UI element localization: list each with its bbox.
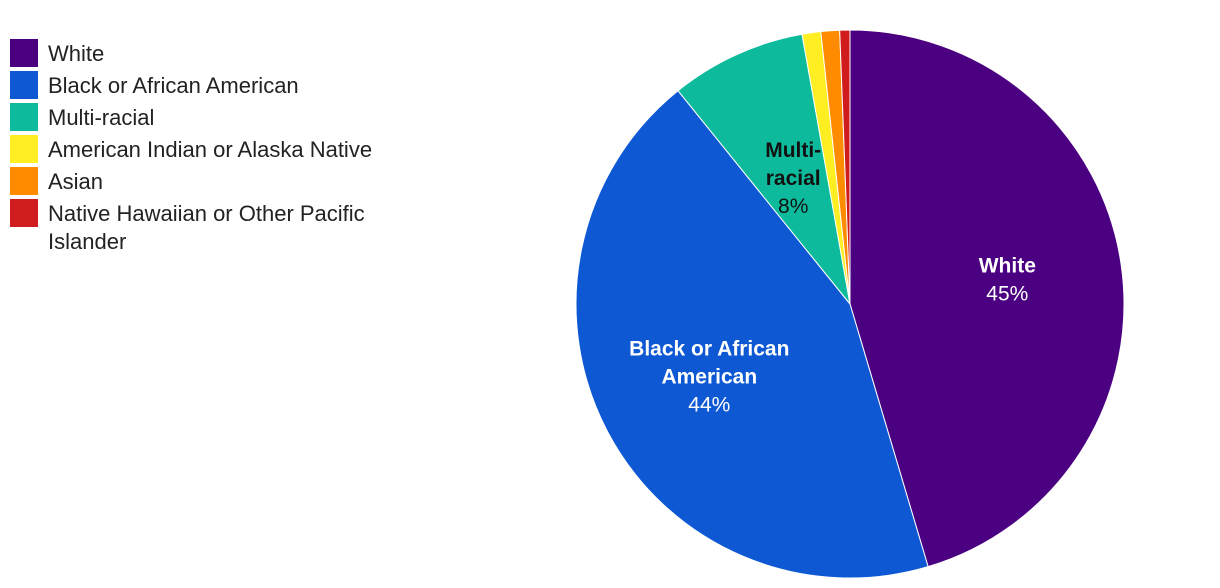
slice-name-label: American xyxy=(661,365,757,388)
legend-item: American Indian or Alaska Native xyxy=(10,135,430,167)
pie-slice xyxy=(575,89,929,579)
pie-slice xyxy=(677,33,851,305)
legend-label: Black or African American xyxy=(48,73,299,98)
legend-swatch xyxy=(10,103,38,131)
slice-label: Black or African American 44% xyxy=(629,337,789,416)
legend-item: Native Hawaiian or Other Pacific Islande… xyxy=(10,199,430,256)
legend-item: Asian xyxy=(10,167,430,199)
slice-label: White 45% xyxy=(979,255,1036,306)
legend-swatch xyxy=(10,71,38,99)
legend-label: American Indian or Alaska Native xyxy=(48,137,373,162)
slice-label: Multi-racial 8% xyxy=(765,139,821,218)
legend-label: Asian xyxy=(48,169,104,194)
slice-percent-label: 8% xyxy=(778,195,808,218)
slice-percent-label: 44% xyxy=(688,393,730,416)
slice-name-label: racial xyxy=(766,167,821,190)
legend-swatch xyxy=(10,167,38,195)
pie-slice xyxy=(839,29,851,305)
slice-name-label: White xyxy=(979,255,1036,278)
slice-name-label: Multi- xyxy=(765,139,821,162)
chart-legend: White Black or African American Multi-raci… xyxy=(10,39,430,256)
slice-name-label: Black or African xyxy=(629,337,789,360)
legend-item: Multi-racial xyxy=(10,103,430,135)
pie-slice xyxy=(849,29,1125,568)
legend-swatch xyxy=(10,135,38,163)
legend-item: Black or African American xyxy=(10,71,430,103)
legend-label: Multi-racial xyxy=(48,105,155,130)
legend-label: White xyxy=(48,41,105,66)
slice-percent-label: 45% xyxy=(986,283,1028,306)
legend-label: Native Hawaiian or Other Pacific Islande… xyxy=(48,201,365,254)
legend-item: White xyxy=(10,39,430,71)
legend-swatch xyxy=(10,39,38,67)
legend-swatch xyxy=(10,199,38,227)
